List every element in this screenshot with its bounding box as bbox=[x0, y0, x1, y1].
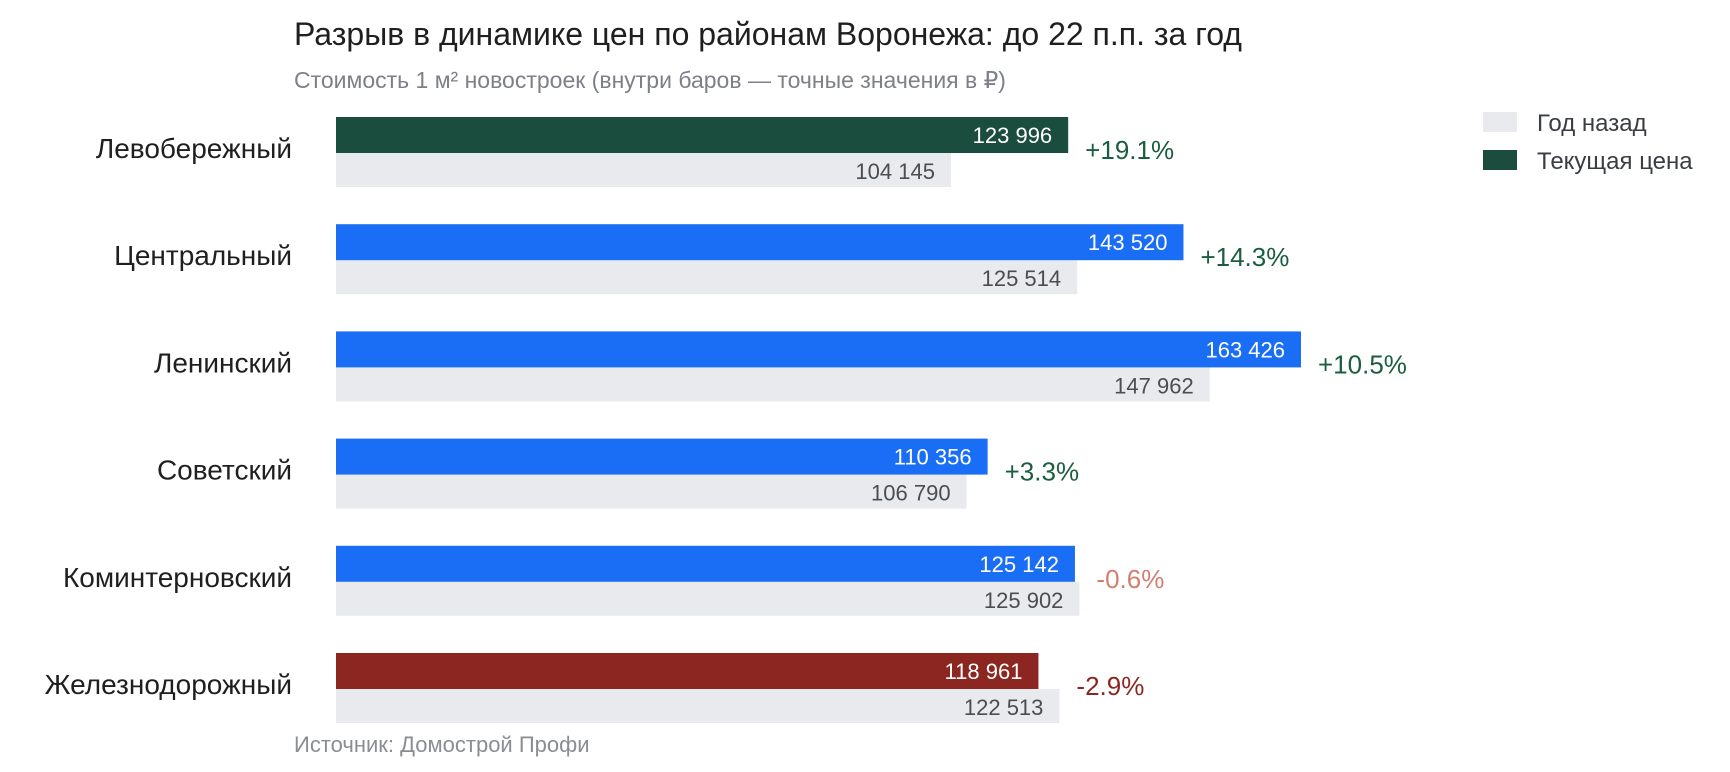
value-label-current: 110 356 bbox=[894, 445, 972, 470]
value-label-year-ago: 125 902 bbox=[984, 588, 1064, 613]
value-label-current: 143 520 bbox=[1088, 230, 1168, 255]
value-label-current: 123 996 bbox=[973, 123, 1053, 148]
bar-rows: Левобережный 123 996 104 145 +19.1% Централь… bbox=[45, 117, 1407, 723]
change-label: +10.5% bbox=[1318, 349, 1407, 379]
category-label: Левобережный bbox=[96, 133, 292, 164]
legend-label: Текущая цена bbox=[1537, 148, 1693, 175]
bar-year-ago bbox=[336, 689, 1060, 723]
legend-label: Год назад bbox=[1537, 110, 1647, 137]
category-label: Ленинский bbox=[154, 347, 292, 378]
category-label: Советский bbox=[157, 455, 292, 486]
value-label-current: 125 142 bbox=[979, 552, 1059, 577]
chart-source: Источник: Домострой Профи bbox=[294, 732, 590, 757]
category-label: Центральный bbox=[114, 240, 292, 271]
change-label: -2.9% bbox=[1076, 671, 1144, 701]
bar-current bbox=[336, 653, 1039, 689]
value-label-year-ago: 104 145 bbox=[855, 159, 935, 184]
legend-swatch bbox=[1483, 112, 1517, 132]
change-label: +14.3% bbox=[1200, 242, 1289, 272]
legend-item: Год назад bbox=[1483, 110, 1647, 137]
chart-legend: Год назад Текущая цена bbox=[1483, 110, 1693, 175]
value-label-year-ago: 125 514 bbox=[982, 266, 1062, 291]
bar-year-ago bbox=[336, 367, 1210, 402]
bar-row: Коминтерновский 125 142 125 902 -0.6% bbox=[63, 545, 1164, 616]
bar-current bbox=[336, 331, 1301, 368]
category-label: Железнодорожный bbox=[45, 669, 292, 700]
value-label-year-ago: 106 790 bbox=[871, 481, 951, 506]
value-label-year-ago: 147 962 bbox=[1114, 373, 1194, 398]
bar-current bbox=[336, 438, 988, 475]
bar-current bbox=[336, 545, 1075, 582]
change-label: +19.1% bbox=[1085, 135, 1174, 165]
change-label: +3.3% bbox=[1005, 457, 1079, 487]
bar-row: Советский 110 356 106 790 +3.3% bbox=[157, 438, 1079, 509]
bar-year-ago bbox=[336, 260, 1078, 295]
change-label: -0.6% bbox=[1096, 564, 1164, 594]
bar-year-ago bbox=[336, 474, 967, 509]
value-label-year-ago: 122 513 bbox=[964, 695, 1044, 720]
chart-subtitle: Стоимость 1 м² новостроек (внутри баров … bbox=[294, 67, 1006, 93]
value-label-current: 118 961 bbox=[945, 659, 1023, 684]
bar-year-ago bbox=[336, 153, 951, 187]
bar-row: Железнодорожный 118 961 122 513 -2.9% bbox=[45, 653, 1144, 723]
category-label: Коминтерновский bbox=[63, 562, 292, 593]
bar-row: Левобережный 123 996 104 145 +19.1% bbox=[96, 117, 1174, 187]
bar-current bbox=[336, 117, 1069, 153]
legend-item: Текущая цена bbox=[1483, 148, 1693, 175]
value-label-current: 163 426 bbox=[1205, 337, 1285, 362]
legend-swatch bbox=[1483, 150, 1517, 170]
bar-row: Центральный 143 520 125 514 +14.3% bbox=[114, 224, 1289, 295]
bar-year-ago bbox=[336, 581, 1080, 616]
bar-row: Ленинский 163 426 147 962 +10.5% bbox=[154, 331, 1407, 402]
chart-title: Разрыв в динамике цен по районам Воронеж… bbox=[294, 16, 1242, 52]
bar-current bbox=[336, 224, 1184, 261]
